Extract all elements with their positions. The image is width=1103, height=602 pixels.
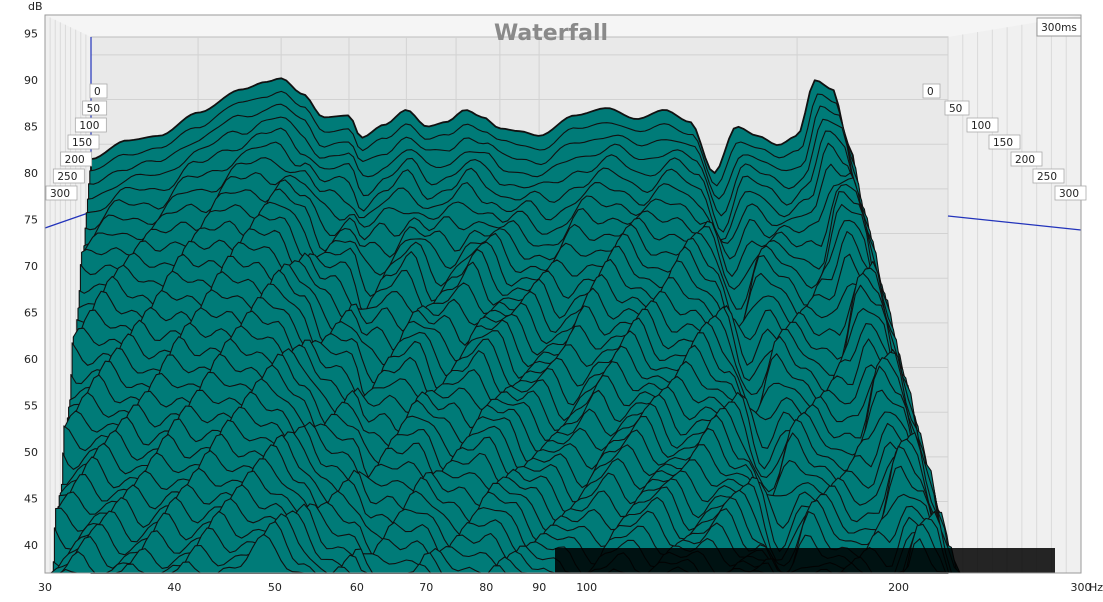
right-side-panel xyxy=(948,15,1081,573)
y-tick-label: 50 xyxy=(24,446,38,459)
decorations xyxy=(44,14,1082,574)
x-tick-label: 50 xyxy=(268,581,282,594)
time-label-left: 150 xyxy=(67,134,100,150)
time-label-right: 50 xyxy=(944,100,970,116)
x-tick-label: 30 xyxy=(38,581,52,594)
y-tick-label: 45 xyxy=(24,493,38,506)
chart-title: Waterfall xyxy=(494,21,608,46)
time-label-left: 250 xyxy=(52,168,85,184)
x-tick-label: 90 xyxy=(532,581,546,594)
svg-text:50: 50 xyxy=(87,103,100,115)
x-unit-label: Hz xyxy=(1089,581,1103,594)
svg-text:200: 200 xyxy=(65,154,85,166)
x-tick-label: 80 xyxy=(479,581,493,594)
x-tick-label: 40 xyxy=(167,581,181,594)
time-label-left: 0 xyxy=(89,83,108,99)
svg-text:300: 300 xyxy=(1059,188,1079,200)
time-label-left: 200 xyxy=(60,151,93,167)
time-label-right: 100 xyxy=(966,117,999,133)
y-tick-label: 75 xyxy=(24,214,38,227)
time-label-left: 50 xyxy=(82,100,108,116)
time-label-left: 300 xyxy=(45,185,78,201)
time-label-right: 200 xyxy=(1010,151,1043,167)
y-tick-label: 95 xyxy=(24,28,38,41)
svg-text:100: 100 xyxy=(79,120,99,132)
y-tick-label: 70 xyxy=(24,260,38,273)
y-tick-label: 85 xyxy=(24,121,38,134)
x-tick-label: 70 xyxy=(419,581,433,594)
x-tick-label: 300 xyxy=(1071,581,1092,594)
svg-text:250: 250 xyxy=(57,171,77,183)
y-tick-label: 65 xyxy=(24,307,38,320)
svg-text:100: 100 xyxy=(971,120,991,132)
y-tick-label: 80 xyxy=(24,167,38,180)
svg-text:200: 200 xyxy=(1015,154,1035,166)
svg-text:150: 150 xyxy=(993,137,1013,149)
time-label-right: 300 xyxy=(1054,185,1087,201)
y-tick-label: 55 xyxy=(24,400,38,413)
floor-shadow xyxy=(555,548,1055,573)
svg-text:50: 50 xyxy=(949,103,962,115)
y-tick-label: 60 xyxy=(24,353,38,366)
time-label-right: 250 xyxy=(1032,168,1065,184)
svg-text:300: 300 xyxy=(50,188,70,200)
time-label-left: 100 xyxy=(74,117,107,133)
reference-line-left xyxy=(44,211,92,229)
svg-text:0: 0 xyxy=(94,86,101,98)
svg-text:250: 250 xyxy=(1037,171,1057,183)
time-axis-label: 300ms xyxy=(1041,22,1077,34)
time-axis-box xyxy=(1036,17,1082,37)
time-label-right: 150 xyxy=(988,134,1021,150)
time-label-right: 0 xyxy=(922,83,941,99)
waterfall-slices xyxy=(44,77,1082,574)
svg-text:0: 0 xyxy=(927,86,934,98)
reference-line-right xyxy=(947,215,1082,231)
y-unit-label: dB xyxy=(28,0,43,13)
y-tick-label: 40 xyxy=(24,539,38,552)
x-tick-label: 200 xyxy=(888,581,909,594)
plot-border xyxy=(44,14,1082,574)
y-tick-label: 90 xyxy=(24,74,38,87)
axis-ticks: 30 40 50 60 70 80 90 100 200 300 95 90 85 80 75 70 65 60 5… xyxy=(24,28,1092,594)
svg-text:150: 150 xyxy=(72,137,92,149)
x-tick-label: 60 xyxy=(350,581,364,594)
x-tick-label: 100 xyxy=(576,581,597,594)
